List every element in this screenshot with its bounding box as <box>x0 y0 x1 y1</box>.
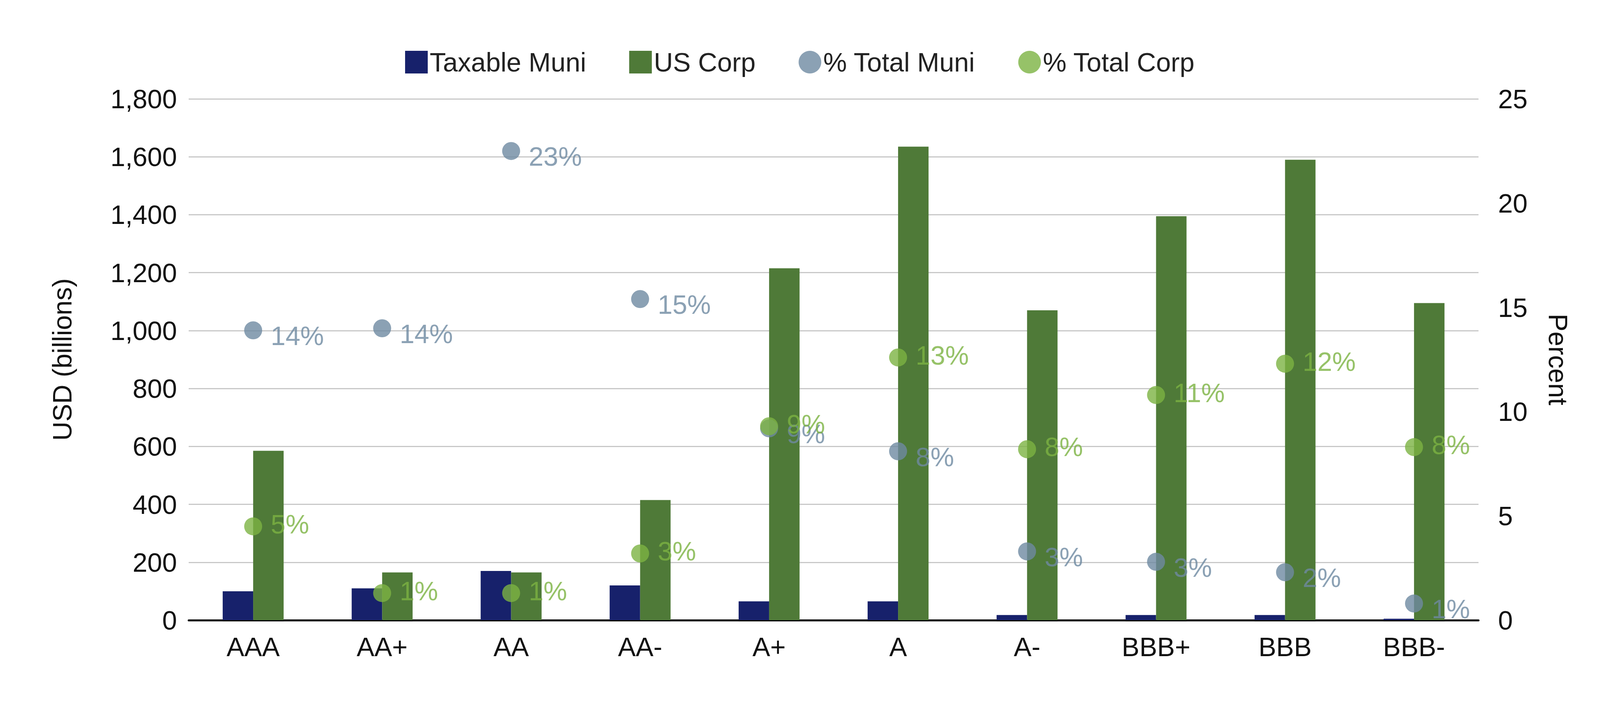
svg-text:0: 0 <box>162 605 177 635</box>
svg-text:1,000: 1,000 <box>110 315 177 346</box>
svg-text:BBB-: BBB- <box>1383 631 1446 662</box>
svg-text:13%: 13% <box>915 340 969 370</box>
svg-text:A+: A+ <box>752 631 786 662</box>
svg-text:1,400: 1,400 <box>110 199 177 230</box>
svg-text:Percent: Percent <box>1543 313 1574 406</box>
svg-text:23%: 23% <box>528 141 583 172</box>
svg-text:1,600: 1,600 <box>110 141 177 172</box>
svg-text:% Total Muni: % Total Muni <box>823 47 975 77</box>
svg-text:Taxable Muni: Taxable Muni <box>429 47 587 77</box>
svg-text:AA: AA <box>493 631 529 662</box>
svg-text:1,800: 1,800 <box>110 83 177 114</box>
svg-text:0: 0 <box>1498 605 1513 635</box>
svg-text:A-: A- <box>1013 631 1041 662</box>
svg-text:AAA: AAA <box>226 631 281 662</box>
svg-text:600: 600 <box>132 431 177 461</box>
svg-text:15: 15 <box>1498 292 1528 323</box>
svg-text:US Corp: US Corp <box>653 47 756 77</box>
svg-text:USD (billions): USD (billions) <box>47 278 77 441</box>
svg-text:9%: 9% <box>786 408 825 439</box>
svg-text:3%: 3% <box>657 535 697 566</box>
svg-text:1,200: 1,200 <box>110 257 177 288</box>
svg-text:AA+: AA+ <box>356 631 408 662</box>
svg-text:A: A <box>889 631 908 662</box>
svg-text:15%: 15% <box>657 289 711 320</box>
svg-text:5: 5 <box>1498 500 1513 531</box>
svg-text:25: 25 <box>1498 83 1528 114</box>
svg-text:200: 200 <box>132 547 177 577</box>
svg-text:10: 10 <box>1498 396 1528 427</box>
svg-text:BBB+: BBB+ <box>1121 631 1191 662</box>
svg-text:11%: 11% <box>1173 377 1225 408</box>
svg-text:3%: 3% <box>1173 552 1213 583</box>
svg-text:14%: 14% <box>399 318 453 349</box>
svg-text:% Total Corp: % Total Corp <box>1042 47 1195 77</box>
svg-text:3%: 3% <box>1044 541 1083 572</box>
svg-text:8%: 8% <box>1044 431 1083 462</box>
svg-text:5%: 5% <box>270 508 309 539</box>
svg-text:2%: 2% <box>1302 562 1342 593</box>
svg-text:1%: 1% <box>528 575 568 606</box>
svg-text:14%: 14% <box>270 320 324 351</box>
svg-text:400: 400 <box>132 489 177 520</box>
svg-text:AA-: AA- <box>617 631 663 662</box>
svg-text:8%: 8% <box>1431 429 1470 460</box>
svg-text:20: 20 <box>1498 188 1528 218</box>
svg-text:BBB: BBB <box>1258 631 1312 662</box>
svg-text:1%: 1% <box>1431 593 1470 624</box>
svg-text:1%: 1% <box>399 575 438 606</box>
svg-text:8%: 8% <box>915 441 954 472</box>
svg-text:12%: 12% <box>1302 346 1356 377</box>
svg-text:800: 800 <box>132 373 177 404</box>
